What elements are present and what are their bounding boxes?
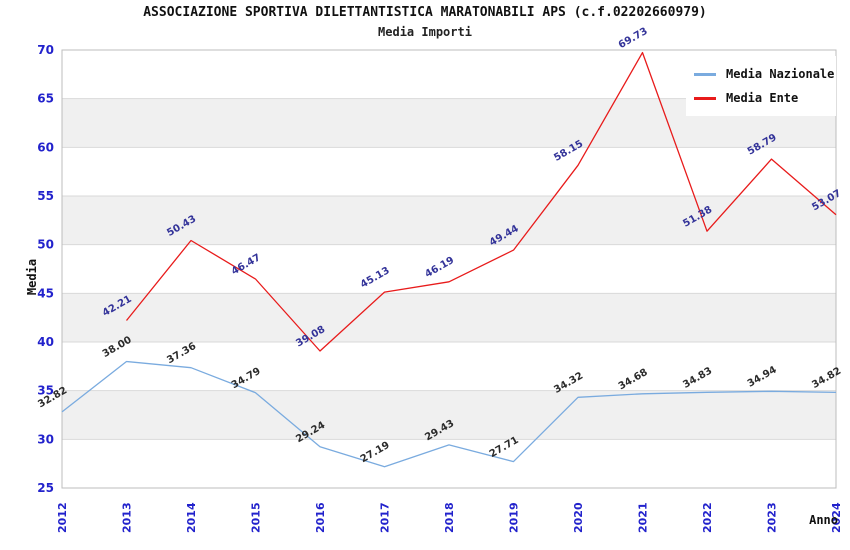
plot-border — [61, 49, 837, 489]
x-tick-label: 2022 — [701, 502, 714, 533]
y-tick-label: 50 — [37, 238, 54, 252]
y-tick-label: 55 — [37, 189, 54, 203]
data-label: 46.19 — [423, 255, 456, 280]
data-label: 34.83 — [681, 365, 714, 390]
x-tick-label: 2019 — [508, 502, 521, 533]
plot-band — [62, 196, 836, 245]
data-label: 37.36 — [165, 341, 198, 366]
y-tick-label: 35 — [37, 384, 54, 398]
media-ente-line-swatch — [694, 96, 716, 100]
x-tick-label: 2021 — [637, 502, 650, 533]
data-label: 34.82 — [810, 366, 843, 391]
chart-subtitle: Media Importi — [378, 25, 472, 39]
x-tick-label: 2013 — [121, 502, 134, 533]
series-line-media-nazionale — [61, 360, 837, 468]
data-label: 27.19 — [359, 440, 392, 465]
legend-item-media-nazionale: Media Nazionale — [694, 62, 836, 86]
plot-band — [62, 293, 836, 342]
legend: Media Nazionale Media Ente — [686, 56, 836, 116]
x-tick-label: 2012 — [56, 502, 69, 533]
y-tick-label: 25 — [37, 481, 54, 495]
data-label: 34.79 — [230, 366, 263, 391]
y-tick-label: 45 — [37, 286, 54, 300]
data-label: 34.94 — [746, 364, 779, 389]
chart-title: ASSOCIAZIONE SPORTIVA DILETTANTISTICA MA… — [143, 5, 707, 20]
legend-item-media-ente: Media Ente — [694, 86, 836, 110]
x-axis-title: Anno — [809, 513, 838, 527]
media-nazionale-line-swatch — [694, 72, 716, 76]
x-tick-label: 2020 — [572, 502, 585, 533]
x-tick-label: 2016 — [314, 502, 327, 533]
y-axis-title: Media — [25, 258, 40, 296]
x-tick-label: 2024 — [830, 502, 843, 533]
y-tick-label: 65 — [37, 92, 54, 106]
data-label: 69.73 — [617, 26, 650, 51]
data-label: 45.13 — [359, 265, 392, 290]
y-tick-label: 60 — [37, 140, 54, 154]
y-tick-label: 30 — [37, 432, 54, 446]
x-tick-label: 2018 — [443, 502, 456, 533]
x-tick-label: 2015 — [250, 502, 263, 533]
y-tick-label: 40 — [37, 335, 54, 349]
y-tick-label: 70 — [37, 43, 54, 57]
plot-band — [62, 390, 836, 440]
x-tick-label: 2023 — [766, 502, 779, 533]
x-tick-label: 2017 — [379, 502, 392, 533]
series-line-media-ente — [125, 51, 837, 352]
data-label: 34.68 — [617, 367, 650, 392]
legend-label: Media Nazionale — [726, 67, 835, 81]
legend-label: Media Ente — [726, 91, 799, 105]
x-tick-label: 2014 — [185, 502, 198, 533]
